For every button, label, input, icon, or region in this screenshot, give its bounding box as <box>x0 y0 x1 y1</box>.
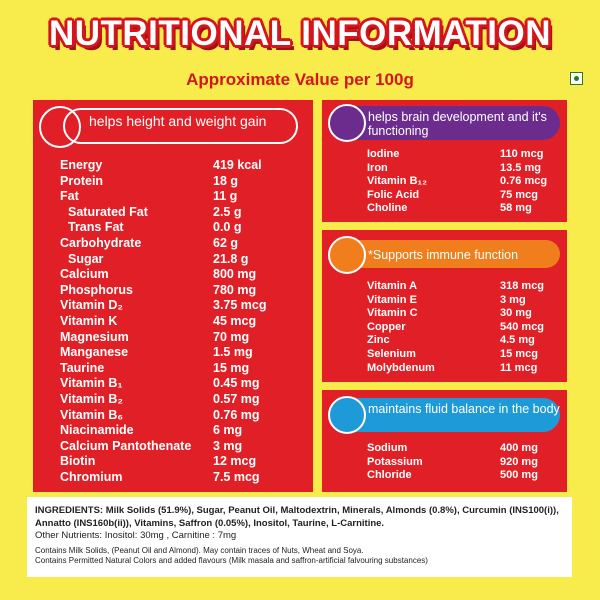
row-value: 15 mg <box>213 360 250 375</box>
row-value: 4.5 mg <box>500 334 535 347</box>
panel-header: helps brain development and it's functio… <box>342 106 560 140</box>
row-name: Vitamin B₆ <box>60 407 124 422</box>
row-name: Vitamin B₁₂ <box>367 175 427 188</box>
row-name: Carbohydrate <box>60 236 142 250</box>
row-value: 7.5 mcg <box>213 470 260 484</box>
row-name: Sugar <box>68 251 104 266</box>
row-value: 0.45 mg <box>213 376 260 391</box>
row-name: Saturated Fat <box>68 204 148 219</box>
row-value: 1.5 mg <box>213 345 253 360</box>
row-value: 400 mg <box>500 442 538 454</box>
row-name: Vitamin K <box>60 314 118 328</box>
row-name: Taurine <box>60 360 105 375</box>
row-value: 500 mg <box>500 469 538 482</box>
title: NUTRITIONAL INFORMATION <box>48 14 552 53</box>
row-name: Molybdenum <box>367 361 435 374</box>
row-value: 0.76 mcg <box>500 175 548 188</box>
row-name: Vitamin C <box>367 307 418 320</box>
row-name: Copper <box>367 320 406 333</box>
row-value: 70 mg <box>213 329 250 344</box>
panel: helps brain development and it's functio… <box>322 100 567 222</box>
panel: maintains fluid balance in the body Sodi… <box>322 390 567 492</box>
panel-header: *Supports immune function <box>342 240 560 268</box>
row-value: 21.8 g <box>213 251 249 266</box>
veg-symbol <box>570 72 583 85</box>
row-name: Energy <box>60 158 103 172</box>
row-name: Selenium <box>367 348 416 360</box>
row-name: Iodine <box>367 148 400 160</box>
subtitle: Approximate Value per 100g <box>186 70 414 89</box>
note: Contains Permitted Natural Colors and ad… <box>35 555 428 565</box>
panel-header: helps height and weight gain <box>63 108 298 144</box>
panel-header: maintains fluid balance in the body <box>342 398 560 432</box>
row-value: 0.0 g <box>213 220 242 235</box>
row-name: Choline <box>367 202 408 215</box>
row-name: Sodium <box>367 442 408 454</box>
row-value: 3.75 mcg <box>213 298 267 313</box>
row-value: 75 mcg <box>500 188 538 201</box>
row-value: 419 kcal <box>213 158 262 172</box>
row-name: Phosphorus <box>60 282 133 297</box>
row-value: 920 mg <box>500 455 538 468</box>
row-name: Chromium <box>60 470 123 484</box>
row-value: 62 g <box>213 236 239 250</box>
row-name: Vitamin B₂ <box>60 392 123 406</box>
row-value: 0.76 mg <box>213 407 260 422</box>
row-value: 13.5 mg <box>500 161 541 174</box>
row-value: 45 mcg <box>213 314 257 328</box>
row-name: Vitamin D₂ <box>60 298 123 313</box>
icon <box>328 396 366 434</box>
ingredients-label: INGREDIENTS: <box>35 505 104 516</box>
note: Contains Milk Solids, (Peanut Oil and Al… <box>35 545 364 555</box>
row-value: 0.57 mg <box>213 392 260 406</box>
row-value: 15 mcg <box>500 348 538 360</box>
row-value: 6 mg <box>213 423 243 438</box>
panel: helps height and weight gain Energy 419 k… <box>33 100 313 492</box>
row-value: 58 mg <box>500 202 532 215</box>
row-name: Fat <box>60 189 79 204</box>
row-value: 11 mcg <box>500 361 538 374</box>
row-name: Trans Fat <box>68 220 124 235</box>
row-name: Protein <box>60 173 104 188</box>
row-name: Niacinamide <box>60 423 134 438</box>
row-value: 318 mcg <box>500 280 545 292</box>
row-value: 18 g <box>213 173 239 188</box>
row-name: Potassium <box>367 455 423 468</box>
row-value: 800 mg <box>213 267 257 282</box>
row-value: 3 mg <box>500 293 526 306</box>
other-nutrients: Other Nutrients: Inositol: 30mg , Carnit… <box>35 530 237 541</box>
row-name: Vitamin E <box>367 293 417 306</box>
row-name: Biotin <box>60 454 96 469</box>
row-name: Manganese <box>60 345 129 360</box>
row-value: 3 mg <box>213 438 243 453</box>
row-name: Vitamin B₁ <box>60 376 123 391</box>
ingredients-box: INGREDIENTS: Milk Solids (51.9%), Sugar,… <box>27 497 572 577</box>
row-name: Magnesium <box>60 329 129 344</box>
row-name: Calcium Pantothenate <box>60 438 192 453</box>
row-name: Folic Acid <box>367 188 420 201</box>
row-name: Vitamin A <box>367 280 418 292</box>
row-name: Chloride <box>367 469 412 482</box>
panel: *Supports immune function Vitamin A 318 m… <box>322 230 567 382</box>
row-name: Calcium <box>60 267 109 282</box>
row-value: 2.5 g <box>213 204 242 219</box>
row-name: Iron <box>367 161 388 174</box>
row-value: 11 g <box>213 189 238 204</box>
row-value: 110 mcg <box>500 148 544 160</box>
row-value: 540 mcg <box>500 320 545 333</box>
ingredients: INGREDIENTS: Milk Solids (51.9%), Sugar,… <box>35 505 566 530</box>
row-value: 30 mg <box>500 307 532 320</box>
icon <box>328 236 366 274</box>
row-name: Zinc <box>367 334 390 347</box>
row-value: 12 mcg <box>213 454 257 469</box>
ingredients-text: Milk Solids (51.9%), Sugar, Peanut Oil, … <box>35 505 559 529</box>
row-value: 780 mg <box>213 282 257 297</box>
icon <box>328 104 366 142</box>
